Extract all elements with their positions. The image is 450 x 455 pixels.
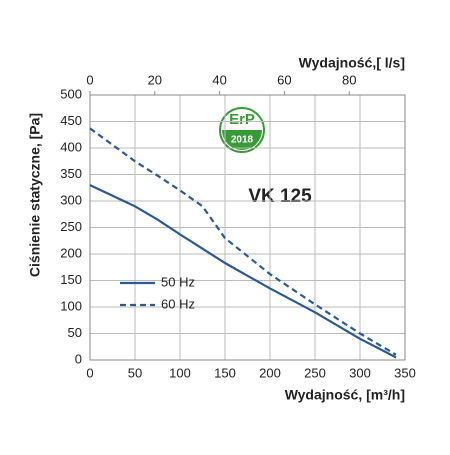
series-line <box>89 127 397 356</box>
y-tick-label: 100 <box>60 298 82 313</box>
x2-tick-label: 20 <box>148 72 162 87</box>
badge-fill <box>222 130 262 150</box>
x-tick-label: 0 <box>86 365 93 380</box>
y-tick-label: 450 <box>60 113 82 128</box>
y-tick-label: 250 <box>60 219 82 234</box>
x-tick-label: 200 <box>259 365 281 380</box>
x-tick-label: 100 <box>169 365 191 380</box>
y-tick-label: 0 <box>75 351 82 366</box>
x2-tick-label: 60 <box>277 72 291 87</box>
x-tick-label: 300 <box>349 365 371 380</box>
x-axis-label: Wydajność, [m³/h] <box>285 387 405 403</box>
x-tick-label: 350 <box>394 365 416 380</box>
series-line <box>89 184 397 359</box>
y-tick-label: 50 <box>68 325 82 340</box>
x-tick-label: 150 <box>214 365 236 380</box>
plot-frame <box>89 94 406 361</box>
y-tick-label: 150 <box>60 272 82 287</box>
x2-tick-label: 40 <box>212 72 226 87</box>
erp-badge: ErP 2018 <box>219 107 265 153</box>
y-tick-label: 200 <box>60 245 82 260</box>
y-tick-label: 350 <box>60 166 82 181</box>
chart-title: VK 125 <box>248 186 312 207</box>
legend-label: 60 Hz <box>161 296 195 311</box>
x2-tick-label: 0 <box>86 72 93 87</box>
y-tick-label: 300 <box>60 192 82 207</box>
x-tick-label: 50 <box>128 365 142 380</box>
badge-bottom: 2018 <box>231 135 254 146</box>
x2-tick-label: 80 <box>342 72 356 87</box>
legend-label: 50 Hz <box>161 274 195 289</box>
badge-top: ErP <box>229 111 255 128</box>
x2-axis-label: Wydajność,[ l/s] <box>299 55 405 71</box>
y-tick-label: 400 <box>60 139 82 154</box>
x-tick-label: 250 <box>304 365 326 380</box>
y-tick-label: 500 <box>60 86 82 101</box>
y-axis-label: Ciśnienie statyczne, [Pa] <box>27 113 43 277</box>
